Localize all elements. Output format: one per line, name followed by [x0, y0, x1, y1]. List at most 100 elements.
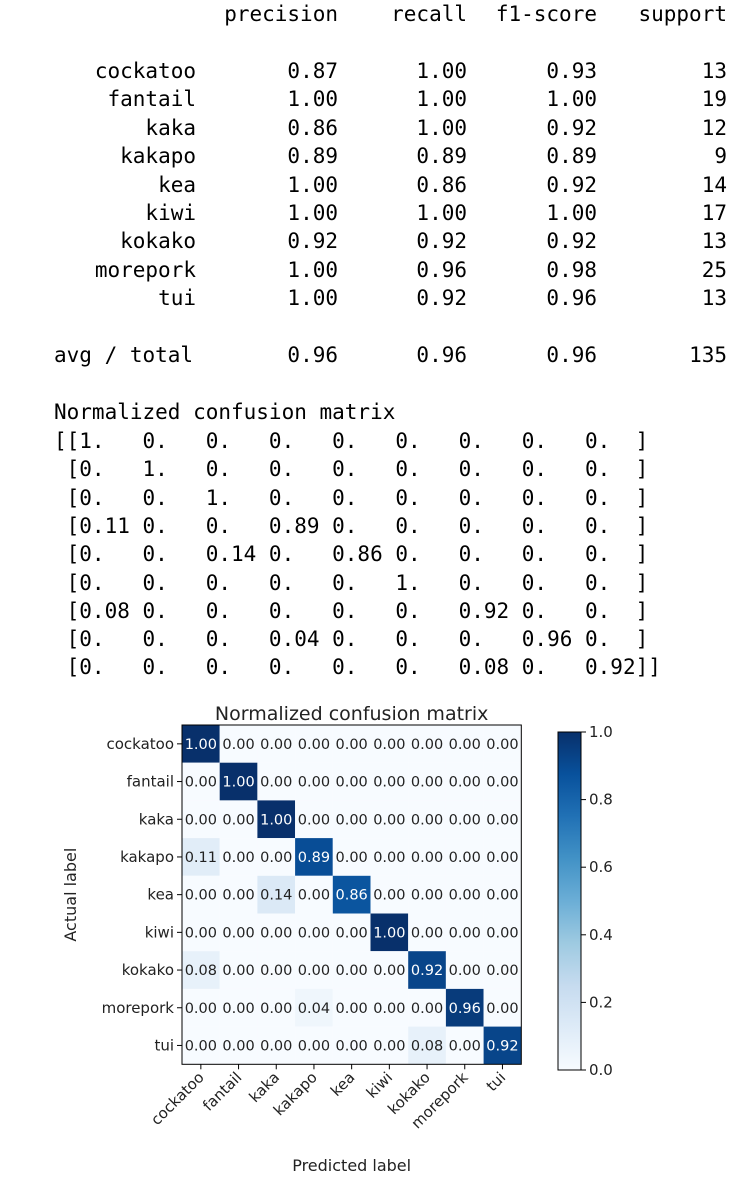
- report-row-label: kokako: [120, 229, 196, 254]
- heatmap-cell: [370, 762, 409, 801]
- report-row-label: cockatoo: [94, 59, 196, 83]
- cell-value-label: 0.00: [260, 850, 292, 866]
- heatmap-cell: [219, 800, 258, 839]
- cell-value-label: 0.00: [486, 850, 518, 866]
- report-cell-f1: 0.92: [546, 229, 597, 254]
- heatmap-cell: [483, 913, 522, 952]
- cell-value-label: 0.00: [260, 775, 292, 791]
- cell-value-label: 0.00: [373, 812, 405, 828]
- report-cell-f1: 0.92: [546, 115, 597, 140]
- heatmap-cell: [445, 988, 484, 1027]
- cell-value-label: 0.00: [298, 775, 330, 791]
- report-cell-recall: 0.96: [416, 257, 467, 282]
- report-cell-precision: 0.89: [287, 144, 338, 169]
- matrix-text-row: [[1. 0. 0. 0. 0. 0. 0. 0. 0. ]: [54, 429, 649, 453]
- cell-value-label: 0.00: [486, 1001, 518, 1017]
- report-cell-support: 25: [701, 257, 727, 282]
- cell-value-label: 0.00: [486, 812, 518, 828]
- cell-value-label: 0.00: [486, 737, 518, 753]
- cell-value-label: 0.00: [373, 1001, 405, 1017]
- cell-value-label: 0.00: [336, 1001, 368, 1017]
- heatmap-cell: [219, 913, 258, 952]
- heatmap-cell: [445, 725, 484, 763]
- report-cell-recall: 0.89: [416, 144, 467, 169]
- heatmap-cell: [408, 838, 446, 876]
- report-header-f1-score: f1-score: [495, 2, 597, 26]
- report-cell-recall: 0.92: [416, 229, 467, 254]
- cell-value-label: 0.00: [373, 775, 405, 791]
- report-cell-precision: 1.00: [287, 257, 338, 282]
- report-cell-f1: 0.89: [546, 144, 597, 169]
- x-tick-label: cockatoo: [147, 1068, 207, 1128]
- report-row-label: kiwi: [145, 201, 196, 225]
- cell-value-label: 0.00: [260, 925, 292, 941]
- cell-value-label: 0.00: [222, 737, 254, 753]
- colorbar-tick-label: 0.8: [589, 791, 613, 809]
- heatmap-cell: [257, 913, 296, 952]
- cell-value-label: 0.00: [411, 1001, 443, 1017]
- report-cell-precision: 1.00: [287, 172, 338, 197]
- cell-value-label: 0.00: [222, 925, 254, 941]
- confusion-matrix-chart: Normalized confusion matrix 1.00 0.00 0.00…: [61, 703, 613, 1175]
- heatmap-cell: [257, 875, 296, 914]
- cell-value-label: 0.00: [486, 888, 518, 904]
- matrix-text-title: Normalized confusion matrix: [54, 400, 396, 424]
- cell-value-label: 0.00: [298, 925, 330, 941]
- cell-value-label: 0.00: [449, 812, 481, 828]
- heatmap-cell: [370, 913, 409, 952]
- matrix-text-row: [0. 0. 0. 0. 0. 0. 0.08 0. 0.92]]: [54, 655, 661, 680]
- cell-value-label: 0.00: [336, 850, 368, 866]
- cell-value-label: 0.00: [185, 812, 217, 828]
- cell-value-label: 0.92: [486, 1038, 518, 1054]
- x-tick-label: kea: [327, 1068, 359, 1100]
- report-cell-support: 13: [701, 229, 727, 254]
- y-tick-label: kaka: [139, 810, 174, 828]
- heatmap-cell: [408, 800, 446, 839]
- colorbar-tick-label: 1.0: [589, 723, 613, 741]
- cell-value-label: 1.00: [222, 775, 254, 791]
- cell-value-label: 0.00: [373, 888, 405, 904]
- heatmap-cell: [182, 988, 220, 1027]
- colorbar-tick-label: 0.4: [589, 926, 613, 944]
- y-tick-label: kokako: [122, 961, 174, 979]
- heatmap-cell: [257, 762, 296, 801]
- heatmap-cell: [370, 725, 409, 763]
- y-tick-label: kea: [147, 886, 174, 904]
- report-header-recall: recall: [391, 2, 467, 26]
- report-cell-recall: 1.00: [416, 115, 467, 140]
- report-header-support: support: [638, 2, 727, 26]
- cell-value-label: 0.00: [373, 737, 405, 753]
- heatmap-cell: [408, 725, 446, 763]
- heatmap-cell: [445, 875, 484, 914]
- report-row-label: fantail: [107, 87, 196, 112]
- heatmap-cell: [257, 1026, 296, 1065]
- cell-value-label: 0.00: [411, 925, 443, 941]
- heatmap-cell: [295, 838, 333, 876]
- heatmap-cell: [219, 988, 258, 1027]
- cell-value-label: 0.00: [222, 1001, 254, 1017]
- cell-value-label: 0.00: [298, 812, 330, 828]
- heatmap-cell: [182, 800, 220, 839]
- heatmap-cell: [219, 762, 258, 801]
- cell-value-label: 0.00: [298, 888, 330, 904]
- cell-value-label: 0.00: [449, 850, 481, 866]
- heatmap-cell: [370, 951, 409, 989]
- cell-value-label: 0.00: [185, 775, 217, 791]
- heatmap-cell: [182, 725, 220, 763]
- colorbar-tick-label: 0.6: [589, 858, 613, 876]
- cell-value-label: 0.00: [411, 850, 443, 866]
- heatmap-cell: [295, 1026, 333, 1065]
- matrix-text-row: [0. 1. 0. 0. 0. 0. 0. 0. 0. ]: [54, 457, 649, 482]
- matrix-text-row: [0.08 0. 0. 0. 0. 0. 0.92 0. 0. ]: [54, 598, 649, 623]
- report-row-label: morepork: [94, 257, 196, 282]
- x-tick-label: tui: [483, 1068, 510, 1095]
- report-cell-recall: 0.92: [416, 286, 467, 311]
- cell-value-label: 0.00: [449, 888, 481, 904]
- report-cell-precision: 0.92: [287, 229, 338, 254]
- matrix-text-row: [0. 0. 0.14 0. 0.86 0. 0. 0. 0. ]: [54, 542, 649, 567]
- x-tick-label: kiwi: [363, 1068, 396, 1101]
- cell-value-label: 0.08: [185, 963, 217, 979]
- cell-value-label: 1.00: [185, 737, 217, 753]
- cell-value-label: 0.00: [486, 775, 518, 791]
- cell-value-label: 0.00: [336, 737, 368, 753]
